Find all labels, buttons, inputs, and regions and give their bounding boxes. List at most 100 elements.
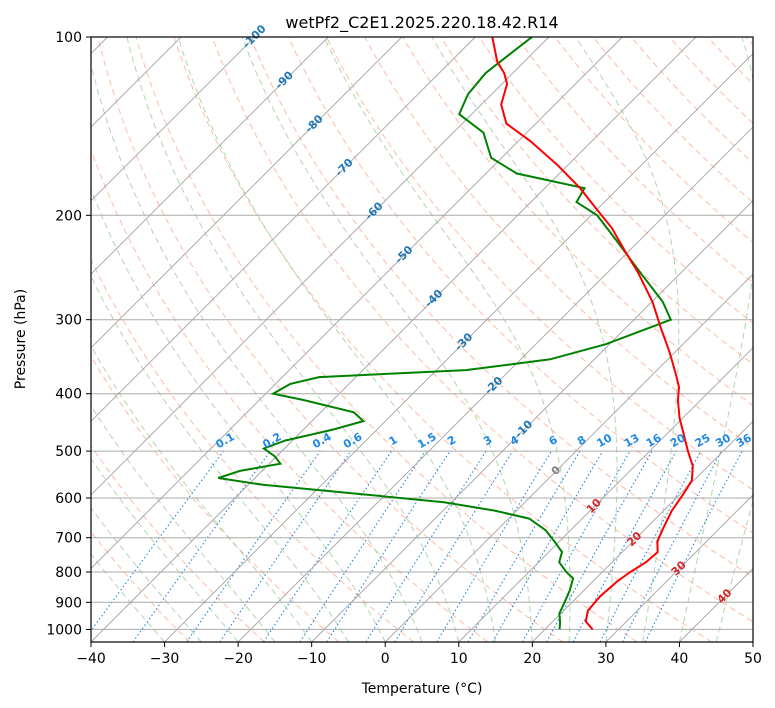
moist-adiabat [91,457,239,642]
isotherm-label: 10 [584,496,604,516]
isotherm-label: 30 [669,558,689,578]
mixing-ratio-line [394,450,514,642]
mixing-ratio-line [599,450,702,642]
x-tick-label: 50 [744,651,762,667]
mixing-ratio-line [365,450,487,642]
moist-adiabat [126,37,460,642]
mixing-ratio-lines [91,450,743,642]
isotherm [91,37,256,202]
isotherm [91,37,476,423]
mixing-ratio-label: 20 [668,431,688,450]
dry-adiabat [91,445,265,642]
mixing-ratio-label: 36 [734,431,754,450]
dry-adiabat [326,37,753,491]
mixing-ratio-label: 16 [644,431,664,450]
x-tick-label: −30 [150,651,180,667]
isotherm [679,567,753,642]
mixing-ratio-label: 1.5 [415,430,438,451]
dry-adiabat [516,37,753,284]
dry-adiabat [478,37,753,324]
mixing-ratio-line [219,450,352,642]
mixing-ratio-line [467,450,581,642]
dry-adiabat [707,37,753,85]
isotherm [531,420,753,642]
y-tick-label: 400 [55,387,82,403]
dewpoint-line [217,37,673,630]
dry-adiabats [91,37,753,642]
mixing-ratio-line [299,450,426,642]
y-tick-label: 100 [55,30,82,46]
dry-adiabat [630,37,753,164]
x-tick-label: 40 [671,651,689,667]
dry-adiabat [745,37,753,46]
chart-title: wetPf2_C2E1.2025.220.18.42.R14 [285,13,558,33]
mixing-ratio-line [91,450,224,632]
isotherm [164,52,753,642]
x-axis-ticks: −40 −30 −20 −10 0 10 20 30 40 50 [76,642,762,667]
mixing-ratio-label: 6 [547,433,560,448]
profiles [217,37,694,631]
dry-adiabat [287,37,753,534]
y-tick-label: 1000 [46,622,82,638]
mixing-ratio-line [132,450,271,642]
dry-adiabat [402,37,753,407]
mixing-ratio-line [572,450,677,642]
x-tick-label: −20 [223,651,253,667]
isotherm [91,37,550,496]
mixing-ratio-label: 25 [693,431,713,450]
dry-adiabat [249,37,753,578]
dry-adiabat [91,258,414,642]
x-tick-label: −10 [297,651,327,667]
y-tick-label: 200 [55,208,82,224]
moist-adiabat [323,37,571,642]
mixing-ratio-label: 0.1 [214,430,237,451]
dry-adiabat [91,355,340,642]
isotherm [458,347,753,642]
mixing-ratio-line [436,450,552,642]
moist-adiabat [431,37,618,642]
mixing-ratio-label: 30 [713,431,733,450]
moist-adiabat [91,188,386,642]
mixing-ratio-line [522,450,631,642]
moist-adiabat [91,62,423,642]
mixing-ratio-line [186,450,321,642]
y-axis-label: Pressure (hPa) [13,289,29,389]
isotherm [605,494,753,642]
mixing-ratio-line [644,450,743,642]
plot-frame [90,36,754,643]
x-tick-label: 0 [381,651,390,667]
isotherm [91,37,623,570]
moist-adiabat [91,275,349,642]
mixing-ratio-label: 2 [445,433,458,448]
mixing-ratio-line [492,450,604,642]
moist-adiabat [91,404,276,642]
moist-adiabats [91,37,753,642]
dry-adiabat [97,37,563,642]
plot-area [91,37,753,642]
moist-adiabat [241,37,533,642]
mixing-ratio-label: 13 [622,431,642,450]
dry-adiabat [669,37,753,125]
y-tick-label: 300 [55,313,82,329]
isotherm [311,199,753,642]
x-tick-label: 30 [597,651,615,667]
moist-adiabat [91,507,202,642]
x-axis-label: Temperature (°C) [361,681,483,697]
moist-adiabat [575,37,680,642]
x-tick-label: 10 [450,651,468,667]
moist-adiabat [715,498,753,642]
isobars [91,37,753,630]
y-tick-label: 900 [55,595,82,611]
moist-adiabat [91,553,165,642]
isotherm [384,273,753,642]
line-labels: -100-90-80-70-60-50-40-30-20-10010203040… [214,22,754,606]
dry-adiabat [91,148,489,642]
temperature-line [491,37,694,631]
mixing-ratio-label: 1 [387,433,400,448]
moist-adiabat [678,37,753,642]
dry-adiabat [592,37,753,204]
dry-adiabat [440,37,753,365]
moist-adiabat [177,37,497,642]
mixing-ratio-label: 3 [481,433,494,448]
